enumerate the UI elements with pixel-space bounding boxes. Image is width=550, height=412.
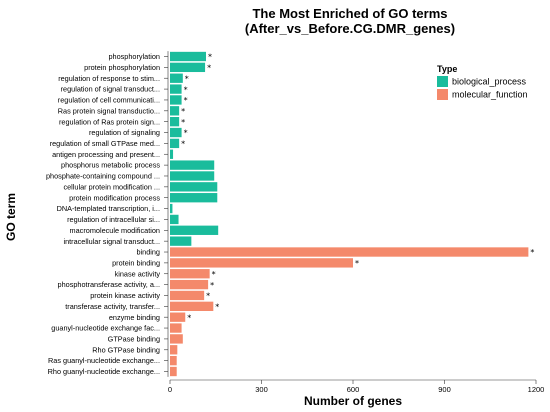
significance-marker-1: * xyxy=(207,64,211,73)
category-label-25: guanyl-nucleotide exchange fac... xyxy=(51,324,160,333)
bar-5 xyxy=(170,106,180,116)
legend-title: Type xyxy=(437,64,457,74)
legend-swatch-0 xyxy=(437,76,448,87)
significance-marker-21: * xyxy=(210,281,214,290)
category-label-5: Ras protein signal transductio... xyxy=(58,106,160,115)
category-label-0: phosphorylation xyxy=(108,52,160,61)
category-label-12: cellular protein modification ... xyxy=(63,182,160,191)
significance-marker-8: * xyxy=(181,140,185,149)
chart-title-line-1: The Most Enriched of GO terms xyxy=(252,6,447,21)
bar-4 xyxy=(170,95,182,105)
bar-12 xyxy=(170,182,218,192)
category-label-27: Rho GTPase binding xyxy=(92,345,160,354)
bar-3 xyxy=(170,84,182,94)
category-label-28: Ras guanyl-nucleotide exchange... xyxy=(48,356,160,365)
legend-label-0: biological_process xyxy=(452,77,527,87)
bar-26 xyxy=(170,334,183,344)
category-label-16: macromolecule modification xyxy=(70,226,160,235)
category-label-20: kinase activity xyxy=(115,269,161,278)
bar-9 xyxy=(170,149,174,159)
x-tick-label-3: 900 xyxy=(438,385,451,394)
category-label-6: regulation of Ras protein sign... xyxy=(59,117,160,126)
x-tick-group: 0 300 600 900 1200 xyxy=(168,380,544,394)
significance-marker-22: * xyxy=(206,292,210,301)
bar-13 xyxy=(170,193,218,203)
significance-marker-6: * xyxy=(181,118,185,127)
bar-27 xyxy=(170,345,178,355)
significance-marker-18: * xyxy=(530,248,534,257)
category-label-17: intracellular signal transduct... xyxy=(63,237,160,246)
x-axis-title: Number of genes xyxy=(304,394,402,408)
category-label-2: regulation of response to stim... xyxy=(58,74,160,83)
category-label-21: phosphotransferase activity, a... xyxy=(58,280,160,289)
significance-marker-24: * xyxy=(187,313,191,322)
category-label-11: phosphate-containing compound ... xyxy=(46,172,160,181)
chart-title-line-2: (After_vs_Before.CG.DMR_genes) xyxy=(245,21,455,36)
bar-8 xyxy=(170,138,180,149)
category-label-29: Rho guanyl-nucleotide exchange... xyxy=(48,367,160,376)
bar-28 xyxy=(170,355,177,366)
significance-marker-group: **************** xyxy=(181,53,534,323)
axes-group xyxy=(164,51,536,381)
bar-1 xyxy=(170,62,206,73)
significance-marker-2: * xyxy=(185,74,189,83)
category-label-24: enzyme binding xyxy=(109,313,160,322)
bar-15 xyxy=(170,214,179,225)
category-label-15: regulation of intracellular si... xyxy=(67,215,160,224)
category-label-1: protein phosphorylation xyxy=(84,63,160,72)
x-tick-label-0: 0 xyxy=(168,385,172,394)
category-label-group: phosphorylation protein phosphorylation re… xyxy=(46,52,160,376)
category-label-23: transferase activity, transfer... xyxy=(65,302,160,311)
legend-label-1: molecular_function xyxy=(452,90,528,100)
bar-25 xyxy=(170,323,182,333)
category-label-3: regulation of signal transduct... xyxy=(61,85,160,94)
bar-6 xyxy=(170,117,180,127)
bar-10 xyxy=(170,160,215,170)
category-label-26: GTPase binding xyxy=(108,335,160,344)
significance-marker-7: * xyxy=(184,129,188,138)
significance-marker-19: * xyxy=(355,259,359,268)
category-label-18: binding xyxy=(136,248,160,257)
legend: Type biological_process molecular_functio… xyxy=(437,64,528,100)
x-tick-label-2: 600 xyxy=(347,385,360,394)
category-label-14: DNA-templated transcription, i... xyxy=(57,204,160,213)
category-label-10: phosphorus metabolic process xyxy=(61,161,160,170)
significance-marker-0: * xyxy=(208,53,212,62)
significance-marker-3: * xyxy=(184,85,188,94)
bar-group xyxy=(170,51,529,377)
category-label-4: regulation of cell communicati... xyxy=(58,96,160,105)
y-axis-title: GO term xyxy=(4,193,18,241)
bar-21 xyxy=(170,279,209,290)
bar-22 xyxy=(170,290,205,301)
bar-16 xyxy=(170,225,219,235)
bar-2 xyxy=(170,73,183,83)
category-label-19: protein binding xyxy=(112,258,160,267)
bar-23 xyxy=(170,301,214,311)
bar-18 xyxy=(170,247,529,257)
category-label-13: protein modification process xyxy=(69,193,160,202)
bar-24 xyxy=(170,312,186,322)
bar-14 xyxy=(170,203,173,214)
category-label-9: antigen processing and present... xyxy=(52,150,160,159)
bar-29 xyxy=(170,366,177,377)
category-label-22: protein kinase activity xyxy=(90,291,160,300)
bar-7 xyxy=(170,127,182,138)
category-label-8: regulation of small GTPase med... xyxy=(50,139,160,148)
significance-marker-20: * xyxy=(212,270,216,279)
bar-0 xyxy=(170,51,206,62)
bar-11 xyxy=(170,171,215,181)
significance-marker-23: * xyxy=(215,303,219,312)
x-tick-label-4: 1200 xyxy=(528,385,545,394)
bar-20 xyxy=(170,269,210,279)
category-label-7: regulation of signaling xyxy=(89,128,160,137)
legend-swatch-1 xyxy=(437,89,448,100)
bar-17 xyxy=(170,236,192,246)
bar-19 xyxy=(170,258,353,268)
significance-marker-4: * xyxy=(184,96,188,105)
significance-marker-5: * xyxy=(181,107,185,116)
legend-items: biological_process molecular_function xyxy=(437,76,528,100)
x-tick-label-1: 300 xyxy=(255,385,268,394)
